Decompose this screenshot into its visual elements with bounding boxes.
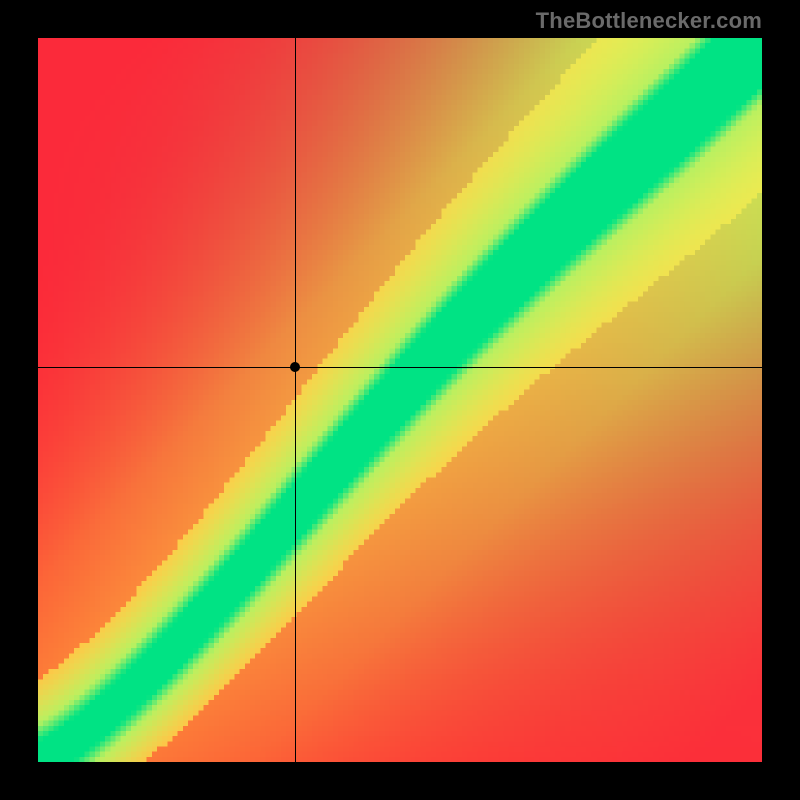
- crosshair-horizontal: [38, 367, 762, 368]
- crosshair-vertical: [295, 38, 296, 762]
- watermark-label: TheBottlenecker.com: [536, 8, 762, 34]
- heatmap-canvas: [38, 38, 762, 762]
- heatmap-plot: [38, 38, 762, 762]
